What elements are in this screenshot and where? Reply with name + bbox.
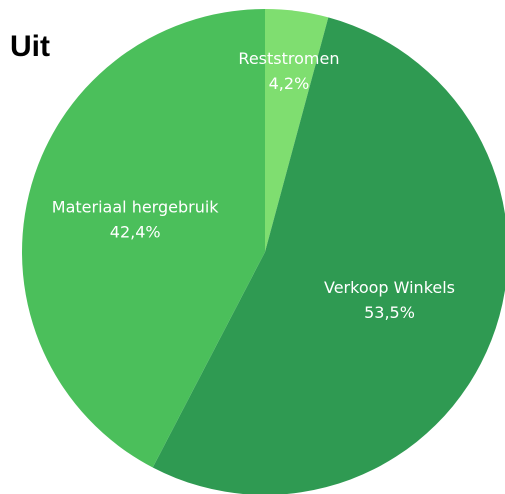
- slice-label: Materiaal hergebruik: [52, 198, 219, 217]
- labels: Reststromen 4,2% Verkoop Winkels 53,5% Mater…: [52, 49, 455, 322]
- pie-slice: [265, 9, 329, 252]
- slice-label: Verkoop Winkels: [324, 278, 455, 297]
- pie: [22, 9, 505, 494]
- slice-value-label: 4,2%: [269, 74, 310, 93]
- pie-slice: [22, 9, 265, 468]
- slice-value-label: 42,4%: [110, 223, 161, 242]
- chart-title: Uit: [10, 30, 50, 63]
- pie-slice: [152, 17, 505, 494]
- slice-value-label: 53,5%: [364, 303, 415, 322]
- slice-label: Reststromen: [238, 49, 339, 68]
